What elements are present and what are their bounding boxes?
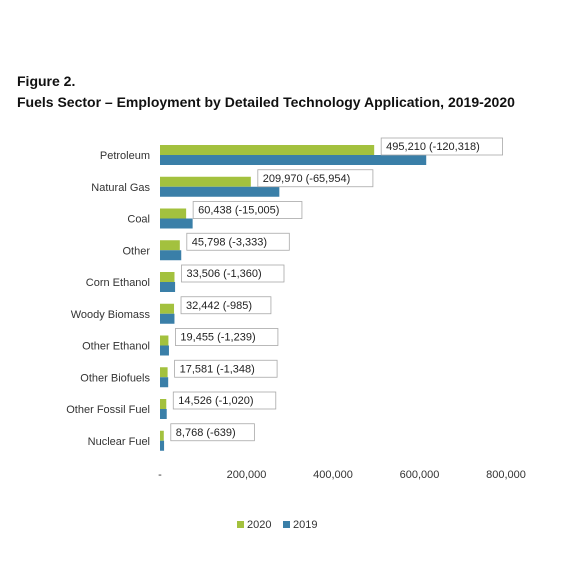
x-tick-label: 800,000 [486,469,526,481]
data-label: 17,581 (-1,348) [180,363,255,375]
data-label-box [174,359,278,378]
bar-2019 [160,218,193,229]
bar-2019 [160,345,169,356]
bar-2020 [160,208,187,219]
category-label: Corn Ethanol [86,277,150,289]
data-label-box [172,391,277,410]
data-label: 32,442 (-985) [186,300,252,312]
data-label-box [181,264,285,283]
data-label: 33,506 (-1,360) [186,268,261,280]
data-label-box [186,232,290,251]
category-label: Other [122,245,150,257]
figure-title: Fuels Sector – Employment by Detailed Te… [17,94,515,110]
legend-label-2020: 2020 [247,519,271,531]
data-label-box [380,137,503,156]
data-label: 495,210 (-120,318) [386,141,480,153]
x-tick-label: 400,000 [313,469,353,481]
bar-2020 [160,335,169,346]
bar-2020 [160,272,175,282]
bar-2020 [160,145,375,155]
data-label: 45,798 (-3,333) [192,236,267,248]
bar-2020 [160,176,251,187]
bar-2019 [160,155,427,165]
legend-label-2019: 2019 [293,519,317,531]
category-label: Other Ethanol [82,341,150,353]
data-label: 209,970 (-65,954) [263,173,350,185]
category-label: Petroleum [100,150,150,162]
category-label: Nuclear Fuel [88,436,150,448]
bar-2019 [160,282,176,292]
legend-swatch-2020 [237,521,244,528]
x-tick-label: 600,000 [400,469,440,481]
bar-2019 [160,377,169,388]
bar-2019 [160,250,182,261]
data-label: 19,455 (-1,239) [180,332,255,344]
figure-label: Figure 2. [17,73,76,89]
bar-2019 [160,440,165,451]
bar-2019 [160,409,167,419]
bar-2020 [160,430,164,441]
bar-2020 [160,367,168,378]
category-label: Other Fossil Fuel [66,404,150,416]
data-label-box [257,169,374,188]
data-label: 8,768 (-639) [176,427,236,439]
data-label-box [175,328,279,346]
data-label: 60,438 (-15,005) [198,205,279,217]
category-label: Natural Gas [91,182,150,194]
category-label: Woody Biomass [71,309,151,321]
bar-2019 [160,186,280,197]
data-label-box [192,201,303,219]
bar-2019 [160,313,175,324]
x-tick-label: - [158,469,162,481]
bar-2020 [160,240,180,251]
data-label: 14,526 (-1,020) [178,395,253,407]
x-tick-label: 200,000 [227,469,267,481]
category-label: Coal [127,214,150,226]
category-label: Other Biofuels [80,372,150,384]
data-label-box [180,296,272,315]
legend-swatch-2019 [283,521,290,528]
data-label-box [170,423,255,442]
bar-2020 [160,399,167,409]
bar-2020 [160,303,175,314]
